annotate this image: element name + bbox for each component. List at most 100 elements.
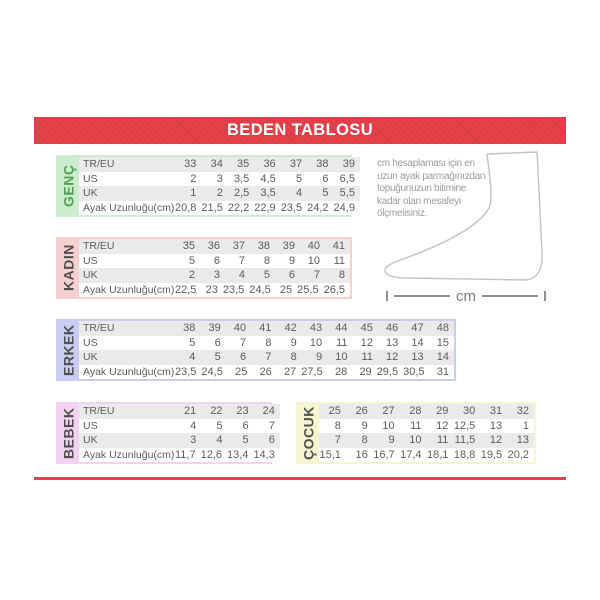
size-cell: 15,1 [319, 448, 341, 461]
foot-outline-illustration [384, 151, 543, 281]
size-cell: 4 [238, 269, 245, 282]
size-cell: 8 [263, 254, 270, 267]
row-header: TR/EU [83, 158, 115, 171]
size-cell: 11 [410, 419, 422, 432]
size-cell: 39 [342, 158, 355, 171]
size-cell: 40 [233, 322, 247, 335]
size-cell: 13 [411, 351, 424, 364]
size-cell: 7 [238, 254, 245, 267]
size-cell: 11 [436, 434, 449, 447]
table-category-label: KADIN [60, 244, 77, 292]
size-cell: 8 [265, 336, 272, 349]
table-row: UK 4 5 6 7 8 9 10 11 12 13 14 [79, 350, 454, 365]
note-line: kadar olan mesafeyi [377, 195, 461, 207]
size-cell: 3,5 [260, 187, 276, 200]
size-cell: 33 [184, 158, 197, 171]
page-title: BEDEN TABLOSU [226, 121, 374, 139]
row-header: Ayak Uzunluğu(cm) [83, 201, 175, 214]
table-category-label: ÇOCUK [300, 406, 317, 460]
size-cell: 37 [289, 158, 303, 171]
size-table-bebek: BEBEK TR/EU 21 22 23 24 US 4 5 6 7 UK 3 4 5 6 Ayak Uzun… [56, 402, 280, 464]
size-cell: 26 [355, 405, 368, 418]
size-cell: 7 [239, 336, 247, 349]
row-header: US [83, 419, 98, 432]
size-cell: 22,2 [227, 201, 250, 214]
size-cell: 24,9 [333, 201, 355, 214]
size-cell: 10 [335, 351, 348, 364]
row-header: Ayak Uzunluğu(cm) [83, 448, 175, 461]
table-row: 25 26 27 28 29 30 31 32 [319, 404, 534, 419]
size-cell: 9 [288, 254, 295, 267]
size-cell: 14 [411, 336, 424, 349]
table-category-label: GENÇ [60, 164, 77, 208]
size-cell: 10 [409, 434, 422, 447]
table-row: TR/EU 21 22 23 24 [79, 404, 280, 419]
size-cell: 36 [207, 240, 220, 253]
size-cell: 30,5 [403, 365, 425, 378]
size-cell: 25,5 [297, 283, 319, 296]
size-grid: 25 26 27 28 29 30 31 32 8 9 10 11 12 12,5 13 1 7 8 9 10 11 11… [319, 404, 534, 462]
bottom-divider [34, 477, 566, 480]
size-cell: 15 [436, 336, 449, 349]
size-cell: 38 [183, 322, 196, 335]
size-cell: 21,5 [201, 201, 223, 214]
table-row: UK 1 2 2,5 3,5 4 5 5,5 [79, 186, 360, 201]
cm-measure-line: cm [386, 288, 546, 304]
size-cell: 8 [361, 434, 368, 447]
size-cell: 32 [516, 405, 529, 418]
size-cell: 2 [216, 187, 223, 200]
size-cell: 13 [489, 419, 503, 432]
size-cell: 31 [489, 405, 503, 418]
size-cell: 24,5 [201, 365, 223, 378]
size-cell: 1 [190, 187, 197, 200]
size-cell: 27 [382, 405, 395, 418]
size-cell: 37 [232, 240, 245, 253]
size-cell: 9 [388, 434, 395, 447]
size-cell: 35 [182, 240, 195, 253]
size-cell: 12 [489, 434, 503, 447]
table-row: UK 3 4 5 6 [79, 433, 280, 448]
size-cell: 5,5 [339, 187, 355, 200]
size-cell: 2,5 [233, 187, 250, 200]
table-row: US 4 5 6 7 [79, 419, 280, 434]
size-cell: 20,8 [175, 201, 197, 214]
size-cell: 29 [436, 405, 449, 418]
size-cell: 3,5 [233, 172, 250, 185]
size-cell: 25 [235, 365, 248, 378]
table-row: US 5 6 7 8 9 10 11 [79, 254, 350, 269]
size-cell: 25 [328, 405, 341, 418]
size-cell: 22,9 [254, 201, 276, 214]
row-header: US [83, 254, 98, 267]
size-cell: 4 [295, 187, 303, 200]
size-grid: TR/EU 21 22 23 24 US 4 5 6 7 UK 3 4 5 6 Ayak Uzunluğu(c… [79, 404, 280, 462]
size-cell: 7 [313, 269, 320, 282]
measure-line-right [482, 295, 538, 297]
size-cell: 24,2 [307, 201, 329, 214]
size-cell: 5 [189, 336, 196, 349]
size-cell: 6 [239, 351, 247, 364]
size-cell: 44 [335, 322, 348, 335]
size-cell: 48 [436, 322, 449, 335]
size-cell: 35 [237, 158, 250, 171]
table-row: TR/EU 33 34 35 36 37 38 39 [79, 157, 360, 172]
size-cell: 24 [262, 405, 275, 418]
size-cell: 36 [263, 158, 276, 171]
size-cell: 12 [385, 351, 399, 364]
size-cell: 27 [284, 365, 297, 378]
row-header: US [83, 336, 98, 349]
size-cell: 22,5 [175, 283, 197, 296]
size-cell: 28 [409, 405, 422, 418]
cm-label: cm [456, 287, 476, 305]
size-cell: 42 [284, 322, 297, 335]
size-cell: 9 [290, 336, 297, 349]
note-line: cm hesaplaması için en [377, 158, 475, 169]
size-cell: 4,5 [260, 172, 276, 185]
size-cell: 7 [334, 434, 341, 447]
size-cell: 10 [309, 336, 323, 349]
size-cell: 6 [214, 336, 221, 349]
size-cell: 31 [436, 365, 450, 378]
size-cell: 18,1 [426, 448, 449, 461]
size-cell: 22 [210, 405, 223, 418]
row-header: UK [83, 187, 98, 200]
size-cell: 13 [516, 434, 529, 447]
